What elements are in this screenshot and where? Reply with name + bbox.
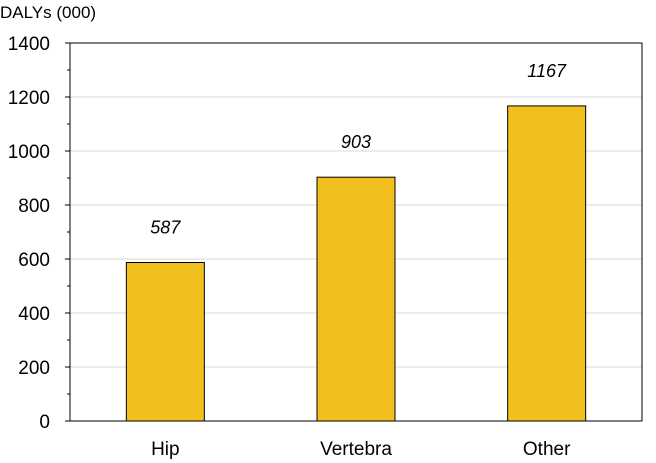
x-axis-tick-labels: Hip Vertebra Other <box>151 439 571 460</box>
y-tick-label: 400 <box>18 304 50 325</box>
x-tick-label-other: Other <box>523 439 571 460</box>
bars <box>125 105 587 422</box>
plot-frame <box>69 42 643 422</box>
y-tick-label: 1000 <box>8 142 50 163</box>
y-tick-label: 200 <box>18 358 50 379</box>
x-tick-label-hip: Hip <box>151 439 180 460</box>
x-tick-label-vertebra: Vertebra <box>320 439 392 460</box>
data-label-hip: 587 <box>150 218 181 238</box>
data-label-other: 1167 <box>527 61 567 81</box>
data-labels: 587 903 1167 <box>150 61 567 238</box>
y-axis-ticks: 0 200 400 600 800 1000 1200 1400 <box>8 34 70 433</box>
y-axis-label: DALYs (000) <box>0 3 96 22</box>
bar-hip <box>125 262 205 422</box>
y-tick-label: 800 <box>18 196 50 217</box>
bar-other <box>507 105 587 422</box>
y-tick-label: 1400 <box>8 34 50 55</box>
bar-vertebra <box>316 176 396 422</box>
y-tick-label: 0 <box>39 412 50 433</box>
y-tick-label: 1200 <box>8 88 50 109</box>
y-tick-label: 600 <box>18 250 50 271</box>
data-label-vertebra: 903 <box>341 132 371 152</box>
